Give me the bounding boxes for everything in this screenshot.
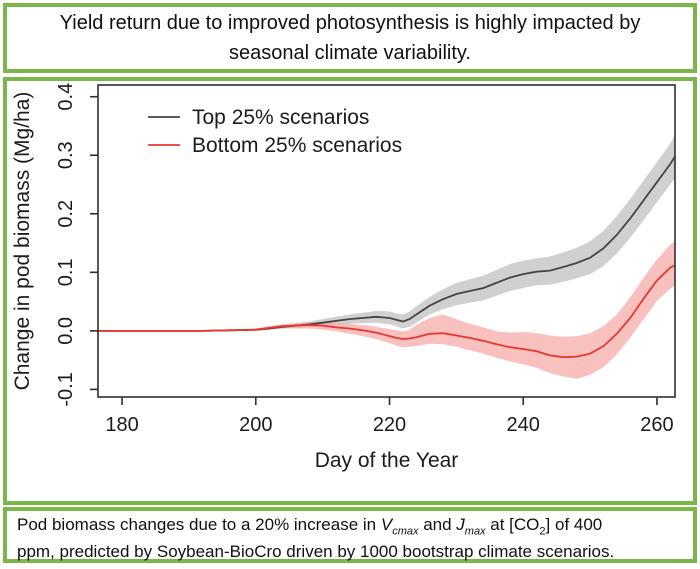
plot-border xyxy=(97,84,676,398)
legend-label-0: Top 25% scenarios xyxy=(192,106,369,129)
y-tick-label: 0.4 xyxy=(55,83,77,111)
y-tick-label: 0.0 xyxy=(55,317,77,345)
biomass-change-chart: 180 200 220 240 260 -0.1 0.0 0.1 0.2 0.3 0.4 Day of… xyxy=(11,83,676,472)
y-tick-label: -0.1 xyxy=(55,372,77,406)
confidence-band-0 xyxy=(98,134,675,332)
legend-label-1: Bottom 25% scenarios xyxy=(192,134,402,157)
caption-segment: max xyxy=(464,525,486,538)
x-tick-label: 180 xyxy=(105,414,138,436)
caption-segment: 2 xyxy=(539,525,546,538)
x-tick-label: 260 xyxy=(640,414,673,436)
caption-segment: ppm, predicted by Soybean-BioCro driven … xyxy=(17,541,615,561)
caption-panel: Pod biomass changes due to a 20% increas… xyxy=(3,507,697,563)
y-tick-label: 0.1 xyxy=(55,258,77,286)
y-tick-label: 0.2 xyxy=(55,200,77,228)
caption-segment: J xyxy=(456,515,465,534)
chart-panel: 180 200 220 240 260 -0.1 0.0 0.1 0.2 0.3 0.4 Day of… xyxy=(3,77,697,505)
title-panel: Yield return due to improved photosynthe… xyxy=(3,3,697,73)
y-tick-label: 0.3 xyxy=(55,141,77,169)
x-tick-label: 220 xyxy=(373,414,406,436)
caption-segment: Pod biomass changes due to a 20% increas… xyxy=(17,515,381,534)
series-line-1 xyxy=(98,264,676,359)
y-axis-title: Change in pod biomass (Mg/ha) xyxy=(11,92,34,391)
caption-segment: ] of 400 xyxy=(545,515,603,534)
caption-segment: cmax xyxy=(392,525,419,538)
caption-segment: at [CO xyxy=(485,515,540,534)
figure-caption: Pod biomass changes due to a 20% increas… xyxy=(7,511,693,565)
x-tick-label: 200 xyxy=(239,414,272,436)
x-axis-title: Day of the Year xyxy=(315,449,459,472)
confidence-band-1 xyxy=(98,241,675,379)
caption-segment: and xyxy=(418,515,457,534)
figure-title: Yield return due to improved photosynthe… xyxy=(59,12,641,64)
x-tick-label: 240 xyxy=(507,414,540,436)
caption-segment: V xyxy=(380,515,393,534)
